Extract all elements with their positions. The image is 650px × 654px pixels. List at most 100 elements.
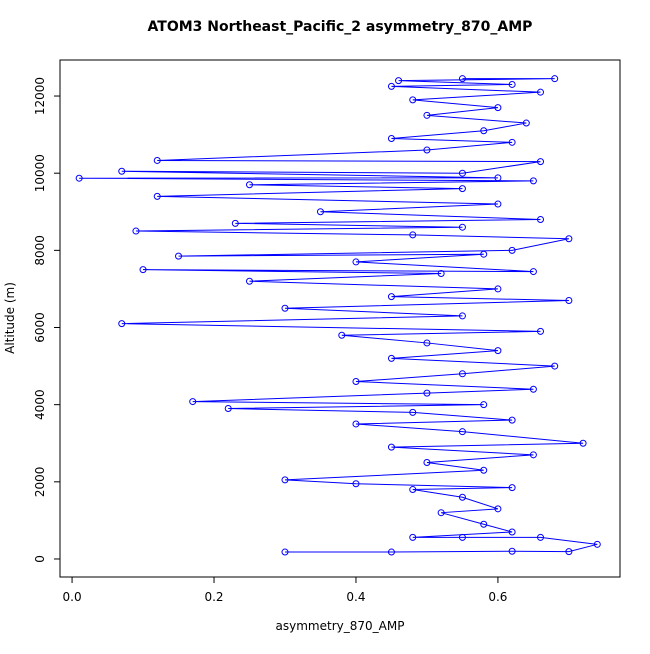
y-tick-label: 12000 xyxy=(33,77,47,115)
data-point xyxy=(409,486,417,494)
data-point xyxy=(387,354,395,362)
data-point xyxy=(281,548,289,556)
data-point xyxy=(458,169,466,177)
data-point xyxy=(593,540,601,548)
data-point xyxy=(409,533,417,541)
data-point xyxy=(458,370,466,378)
data-point xyxy=(494,347,502,355)
data-point xyxy=(437,269,445,277)
data-point xyxy=(423,389,431,397)
x-tick-label: 0.2 xyxy=(204,590,223,604)
data-point xyxy=(118,167,126,175)
data-point xyxy=(537,215,545,223)
data-point xyxy=(458,312,466,320)
data-point xyxy=(387,82,395,90)
data-point xyxy=(480,466,488,474)
data-point xyxy=(189,398,197,406)
data-point xyxy=(352,258,360,266)
data-point xyxy=(246,181,254,189)
data-point xyxy=(508,80,516,88)
data-point xyxy=(494,104,502,112)
series-line xyxy=(79,78,598,553)
data-point xyxy=(494,174,502,182)
data-point xyxy=(480,401,488,409)
data-point xyxy=(565,235,573,243)
data-point xyxy=(480,127,488,135)
data-point xyxy=(529,268,537,276)
data-point xyxy=(281,476,289,484)
x-tick-label: 0.6 xyxy=(488,590,507,604)
data-point xyxy=(75,174,83,182)
data-point xyxy=(508,416,516,424)
data-point xyxy=(423,339,431,347)
data-point xyxy=(246,277,254,285)
y-tick-label: 10000 xyxy=(33,154,47,192)
data-point xyxy=(458,185,466,193)
x-tick-label: 0.4 xyxy=(346,590,365,604)
data-point xyxy=(423,459,431,467)
data-point xyxy=(139,266,147,274)
data-point xyxy=(494,285,502,293)
data-point xyxy=(537,88,545,96)
x-axis-label: asymmetry_870_AMP xyxy=(276,619,405,633)
data-point xyxy=(508,246,516,254)
data-point xyxy=(352,378,360,386)
data-point xyxy=(352,480,360,488)
y-axis-label: Altitude (m) xyxy=(3,282,17,354)
plot-frame xyxy=(59,59,621,578)
data-point xyxy=(132,227,140,235)
data-point xyxy=(281,304,289,312)
data-point xyxy=(529,385,537,393)
data-point xyxy=(387,293,395,301)
y-tick-label: 6000 xyxy=(33,312,47,343)
data-point xyxy=(508,547,516,555)
data-point xyxy=(494,200,502,208)
data-point xyxy=(338,331,346,339)
data-point xyxy=(529,451,537,459)
data-point xyxy=(175,252,183,260)
data-point xyxy=(537,327,545,335)
data-point xyxy=(387,443,395,451)
chart-title: ATOM3 Northeast_Pacific_2 asymmetry_870_… xyxy=(148,19,533,35)
data-point xyxy=(231,219,239,227)
data-point xyxy=(565,297,573,305)
y-tick-label: 0 xyxy=(33,555,47,563)
data-point xyxy=(565,548,573,556)
data-point xyxy=(387,134,395,142)
data-point xyxy=(458,428,466,436)
data-point xyxy=(224,405,232,413)
data-point xyxy=(153,156,161,164)
data-point xyxy=(508,528,516,536)
data-point xyxy=(537,533,545,541)
data-point xyxy=(458,493,466,501)
y-tick-label: 4000 xyxy=(33,389,47,420)
data-point xyxy=(508,484,516,492)
data-point xyxy=(494,505,502,513)
x-tick-label: 0.0 xyxy=(63,590,82,604)
data-point xyxy=(437,509,445,517)
data-point xyxy=(423,111,431,119)
data-point xyxy=(316,208,324,216)
data-point xyxy=(387,548,395,556)
data-point xyxy=(409,408,417,416)
data-point xyxy=(480,250,488,258)
data-point xyxy=(458,223,466,231)
data-point xyxy=(395,77,403,85)
data-point xyxy=(522,119,530,127)
data-point xyxy=(153,192,161,200)
data-point xyxy=(551,75,559,83)
data-point xyxy=(508,138,516,146)
data-point xyxy=(529,177,537,185)
data-point xyxy=(409,231,417,239)
data-point xyxy=(537,158,545,166)
data-point xyxy=(118,320,126,328)
data-point xyxy=(352,420,360,428)
y-tick-label: 2000 xyxy=(33,467,47,498)
data-point xyxy=(458,75,466,83)
data-point xyxy=(458,533,466,541)
data-point xyxy=(579,439,587,447)
data-point xyxy=(423,146,431,154)
y-tick-label: 8000 xyxy=(33,235,47,266)
